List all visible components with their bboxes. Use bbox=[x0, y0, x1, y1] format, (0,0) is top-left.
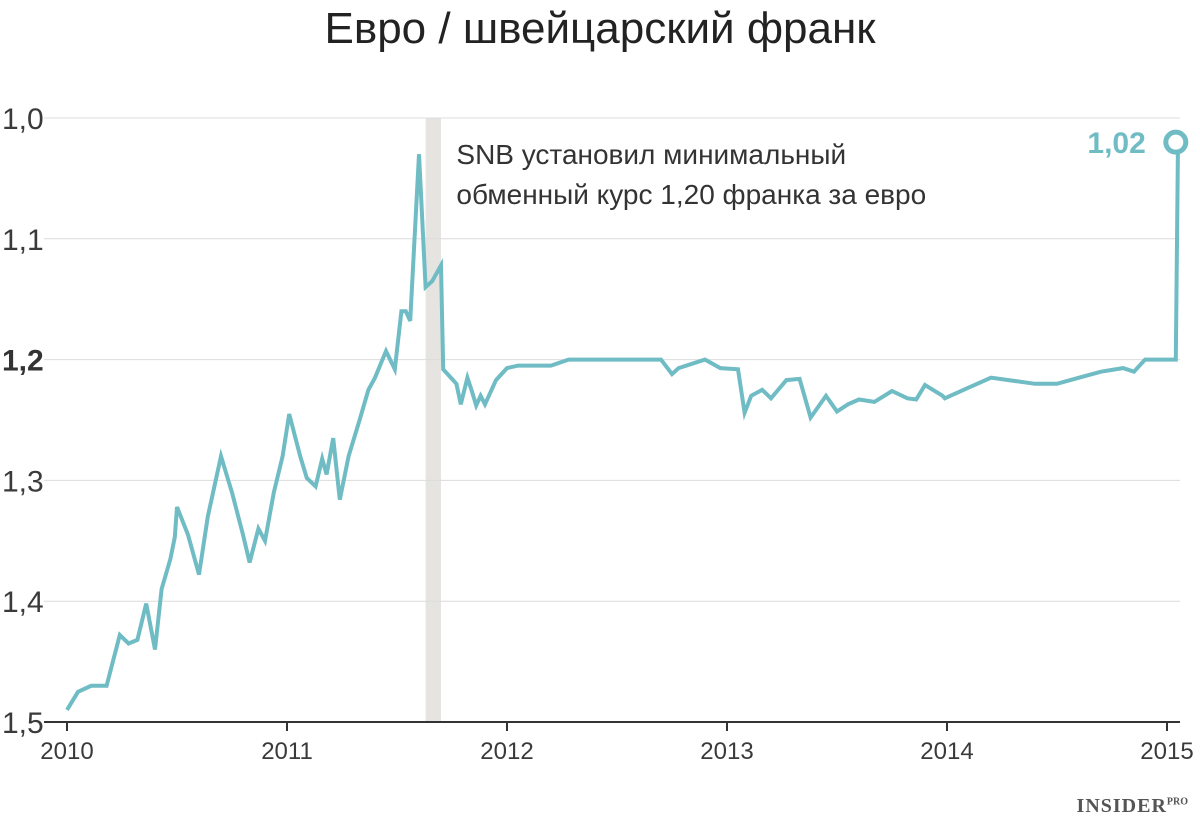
y-tick-label: 1,3 bbox=[2, 465, 44, 498]
highlight-band bbox=[425, 118, 441, 722]
annotation-line: обменный курс 1,20 франка за евро bbox=[456, 179, 926, 210]
series-line bbox=[65, 142, 1180, 711]
y-tick-label: 1,2 bbox=[2, 345, 44, 378]
end-value-label: 1,02 bbox=[1087, 127, 1145, 160]
annotation-layer: SNB установил минимальный обменный курс 1… bbox=[456, 139, 926, 210]
highlight-band-layer bbox=[425, 118, 441, 722]
x-tick-label: 2013 bbox=[700, 738, 753, 765]
end-point-marker bbox=[1163, 129, 1189, 155]
chart-title: Евро / швейцарский франк bbox=[324, 4, 876, 53]
y-tick-label: 1,1 bbox=[2, 224, 44, 257]
y-tick-label: 1,4 bbox=[2, 586, 44, 619]
y-tick-label: 1,0 bbox=[2, 103, 44, 136]
brand-suffix: PRO bbox=[1166, 796, 1188, 808]
brand-logo: INSIDERPRO bbox=[1077, 795, 1188, 818]
x-tick-label: 2012 bbox=[480, 738, 533, 765]
series-layer: 1,02 bbox=[65, 127, 1189, 711]
brand-name: INSIDER bbox=[1076, 795, 1167, 817]
x-tick-label: 2011 bbox=[261, 738, 313, 765]
x-tick-layer: 2010 2011 2012 2013 2014 2015 bbox=[40, 722, 1194, 765]
x-tick-label: 2010 bbox=[40, 738, 93, 765]
annotation-line: SNB установил минимальный bbox=[456, 139, 846, 170]
x-tick-label: 2015 bbox=[1140, 738, 1193, 765]
x-tick-label: 2014 bbox=[920, 738, 973, 765]
y-tick-layer: 1,0 1,1 1,2 1,3 1,4 1,5 bbox=[2, 103, 44, 740]
y-tick-label: 1,5 bbox=[2, 707, 44, 740]
